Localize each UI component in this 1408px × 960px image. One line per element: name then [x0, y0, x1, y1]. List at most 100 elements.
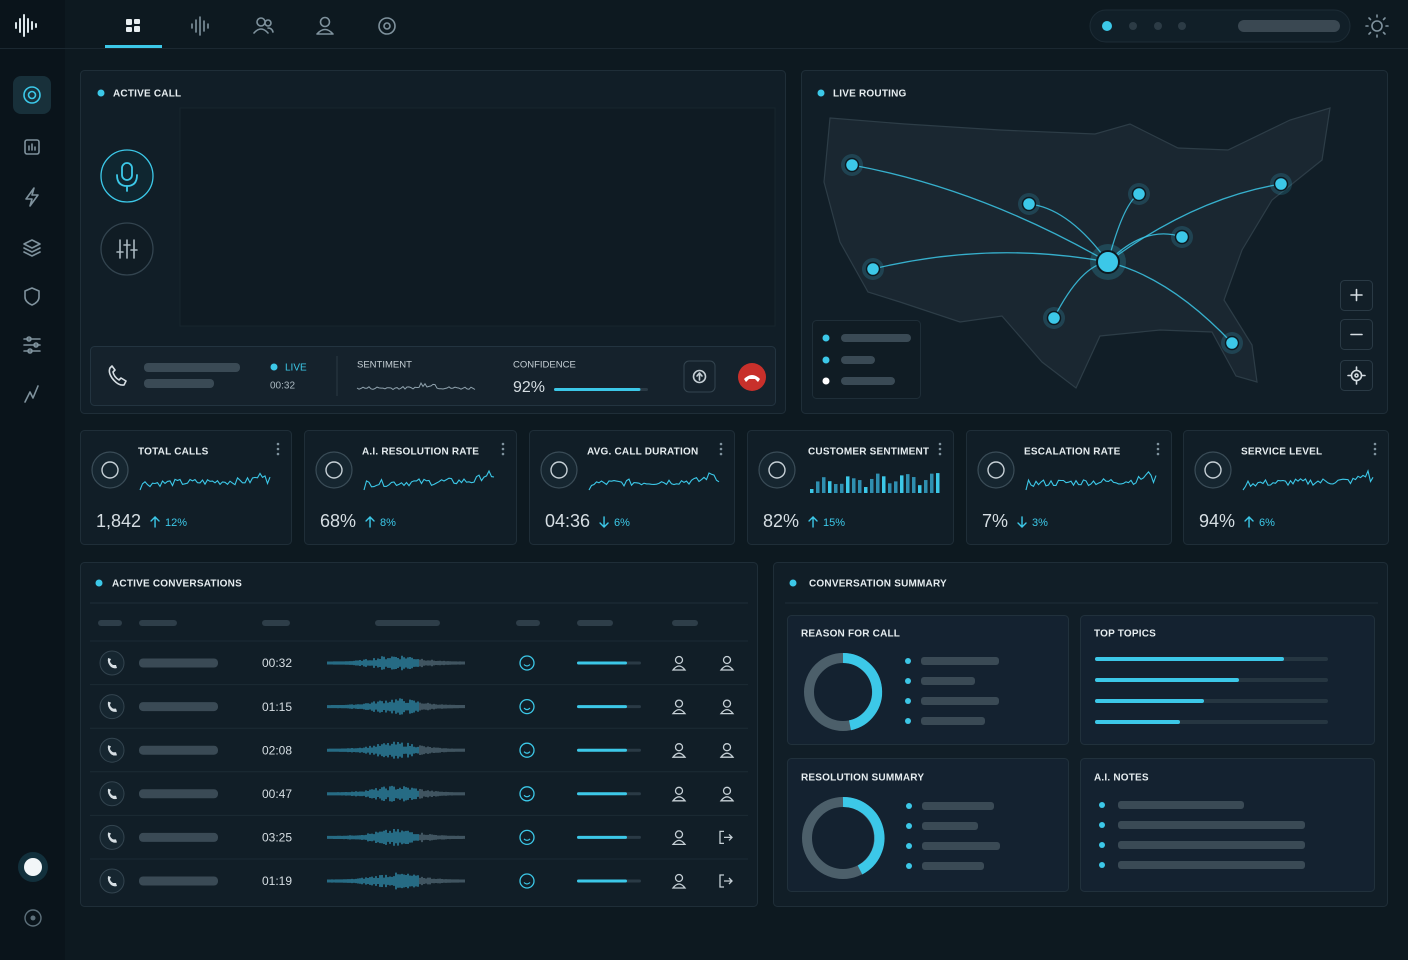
locate[interactable]: [1340, 360, 1373, 391]
route-node: [1046, 310, 1062, 326]
row-agent-head[interactable]: [674, 743, 684, 752]
kpi-title: TOTAL CALLS: [138, 447, 209, 458]
row-agent-head[interactable]: [674, 699, 684, 708]
shape: [126, 19, 132, 25]
placeholder-bar: [1118, 821, 1305, 829]
title-dot: [95, 579, 103, 587]
sidebar-icon[interactable]: [25, 187, 39, 207]
sidebar-icon[interactable]: [24, 909, 42, 927]
row-call-button[interactable]: [99, 694, 125, 720]
live-dot: [270, 363, 278, 371]
kpi-menu-dot[interactable]: [501, 447, 505, 451]
kpi-menu-dot[interactable]: [501, 442, 505, 446]
kpi-trend-bar: [870, 478, 874, 493]
row-transfer[interactable]: [719, 830, 733, 845]
topic-bar: [1095, 657, 1284, 661]
row-duration: 03:25: [262, 831, 292, 845]
kpi-trend-bar: [852, 478, 856, 493]
kpi-title: SERVICE LEVEL: [1241, 447, 1322, 458]
row-agent-body: [671, 839, 687, 846]
summary-lists: [905, 657, 1328, 870]
placeholder-bar: [139, 658, 218, 668]
nav-icon[interactable]: [378, 17, 396, 35]
row-agent-head[interactable]: [674, 655, 684, 665]
kpi-menu-dot[interactable]: [719, 442, 723, 446]
mic-button[interactable]: [100, 149, 154, 203]
kpi-menu-dot[interactable]: [1373, 452, 1377, 456]
row-agent-head[interactable]: [674, 830, 684, 839]
nav-icon[interactable]: [316, 16, 334, 35]
shape: [98, 620, 122, 626]
zoom-in-icon: [1350, 288, 1363, 302]
kpi-menu-dot[interactable]: [1156, 442, 1160, 446]
sidebar-icon[interactable]: [24, 139, 40, 155]
row-agent-body: [671, 752, 687, 758]
status-pill: [1089, 9, 1351, 43]
card-title: A.I. NOTES: [1094, 773, 1149, 784]
kpi-menu-dot[interactable]: [1373, 447, 1377, 451]
kpi-menu-dot[interactable]: [719, 447, 723, 451]
row-agent-body: [671, 796, 687, 802]
kpi-card-bg: [1183, 430, 1389, 545]
row-user-head[interactable]: [722, 786, 732, 795]
shape: [672, 620, 698, 626]
kpi-menu-dot[interactable]: [276, 452, 280, 456]
row-transfer[interactable]: [719, 874, 733, 888]
kpi-menu-dot[interactable]: [501, 452, 505, 456]
sidebar-active[interactable]: [13, 76, 51, 114]
pager-dot[interactable]: [1129, 22, 1137, 30]
shape: [33, 342, 39, 348]
kpi-menu-dot[interactable]: [276, 442, 280, 446]
sidebar-icon[interactable]: [23, 239, 41, 257]
row-agent-head[interactable]: [674, 873, 684, 883]
pager-dot[interactable]: [1102, 21, 1112, 31]
topbar-divider: [0, 48, 1408, 49]
row-user-head[interactable]: [722, 743, 732, 752]
route-node: [844, 157, 860, 173]
list-dot: [1099, 822, 1105, 828]
placeholder-bar: [841, 334, 911, 342]
row-phone-icon: [107, 788, 117, 800]
placeholder-bar: [841, 377, 895, 385]
row-call-button[interactable]: [99, 824, 125, 850]
sidebar-icon[interactable]: [24, 287, 40, 306]
shape: [1347, 366, 1366, 385]
row-bar: [577, 748, 627, 752]
nav-icon[interactable]: [253, 17, 274, 34]
row-user-head[interactable]: [722, 655, 732, 665]
sidebar-icon[interactable]: [24, 385, 39, 403]
kpi-card-bg: [80, 430, 292, 545]
conversations-panel: [80, 562, 758, 907]
list-dot: [906, 863, 912, 869]
pager-dot[interactable]: [1154, 22, 1162, 30]
row-call-button[interactable]: [99, 737, 125, 763]
row-call-button[interactable]: [99, 650, 125, 676]
sidebar-icon[interactable]: [23, 86, 41, 104]
row-call-button[interactable]: [99, 781, 125, 807]
kpi-menu-dot[interactable]: [938, 452, 942, 456]
route-node: [1021, 196, 1037, 212]
shape: [126, 27, 132, 32]
live-status: LIVE: [285, 363, 307, 374]
theme-toggle[interactable]: [1365, 14, 1389, 38]
sidebar-icon[interactable]: [23, 336, 41, 354]
kpi-menu-dot[interactable]: [938, 447, 942, 451]
row-agent-head[interactable]: [674, 786, 684, 795]
kpi-menu-dot[interactable]: [276, 447, 280, 451]
nav-icon[interactable]: [126, 19, 140, 32]
row-smile: [523, 751, 531, 754]
shape: [27, 348, 33, 354]
pager-dot[interactable]: [1178, 22, 1186, 30]
placeholder-bar: [139, 832, 218, 842]
row-user-head[interactable]: [722, 699, 732, 708]
legend-dot: [822, 377, 830, 385]
row-call-button[interactable]: [99, 868, 125, 894]
kpi-menu-dot[interactable]: [938, 442, 942, 446]
kpi-menu-dot[interactable]: [1373, 442, 1377, 446]
kpi-arrow: [1244, 516, 1254, 528]
kpi-menu-dot[interactable]: [1156, 452, 1160, 456]
kpi-menu-dot[interactable]: [1156, 447, 1160, 451]
row-phone-icon: [107, 745, 117, 756]
nav-icon[interactable]: [191, 16, 209, 36]
kpi-menu-dot[interactable]: [719, 452, 723, 456]
